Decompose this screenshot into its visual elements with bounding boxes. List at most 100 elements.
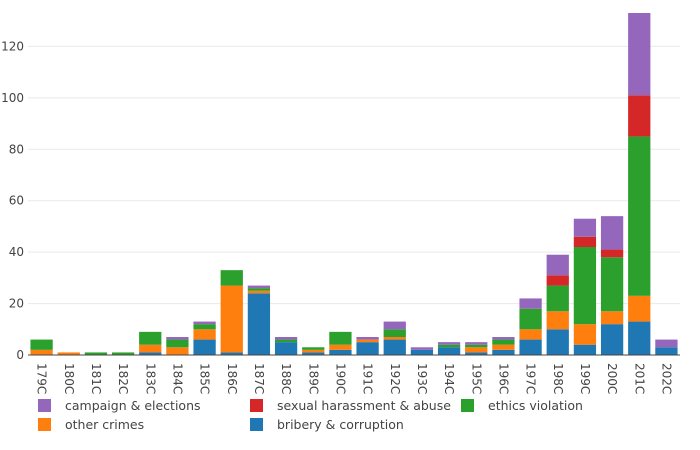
legend-item-sexual-harassment[interactable]: sexual harassment & abuse [250,398,451,413]
bar-segment-sexual-harassment-abuse [600,249,624,258]
y-tick-label: 120 [1,39,24,53]
bar-segment-campaign-elections [655,339,678,348]
x-tick-label: 197C [524,363,538,394]
bar-segment-ethics-violation [383,329,406,337]
x-tick-label: 194C [442,363,456,394]
x-tick-label: 201C [632,363,646,394]
bar-segment-bribery-corruption [655,347,678,355]
x-tick-label: 188C [279,363,293,394]
bar-segment-campaign-elections [356,337,379,340]
bar-segment-ethics-violation [546,285,569,312]
bar-segment-other-crimes [546,311,569,330]
bar-segment-campaign-elections [546,254,569,276]
x-tick-label: 183C [143,363,157,394]
legend-item-ethics[interactable]: ethics violation [461,398,583,413]
x-tick-label: 189C [306,363,320,394]
bar-segment-bribery-corruption [546,329,569,355]
x-tick-label: 191C [361,363,375,394]
bar-segment-bribery-corruption [247,293,271,355]
bar-segment-ethics-violation [519,308,542,330]
y-tick-label: 100 [1,91,24,105]
bar-segment-bribery-corruption [329,349,352,355]
bar-segment-other-crimes [573,324,597,345]
bar-segment-campaign-elections [519,298,542,309]
legend-label: sexual harassment & abuse [277,398,451,413]
x-tick-label: 196C [496,363,510,394]
bar-segment-campaign-elections [600,216,624,250]
bar-segment-other-crimes [139,344,162,353]
x-tick-label: 200C [605,363,619,394]
bar-segment-bribery-corruption [410,349,434,355]
bar-segment-ethics-violation [492,339,515,345]
bar-segment-other-crimes [247,290,271,294]
bar-segment-bribery-corruption [193,339,216,355]
x-tick-label: 199C [578,363,592,394]
x-tick-label: 185C [198,363,212,394]
x-tick-label: 179C [35,363,49,394]
bar-segment-campaign-elections [247,285,271,289]
legend-item-campaign[interactable]: campaign & elections [38,398,201,413]
bar-segment-ethics-violation [302,347,325,350]
legend-label: ethics violation [488,398,583,413]
bar-segment-ethics-violation [220,270,243,286]
x-tick-label: 184C [170,363,184,394]
bar-segment-ethics-violation [166,339,189,348]
bar-segment-campaign-elections [274,337,298,340]
bar-segment-campaign-elections [383,321,406,330]
bar-segment-campaign-elections [166,337,189,340]
bar-segment-other-crimes [166,347,189,355]
legend-swatch [250,399,263,412]
bar-segment-ethics-violation [628,136,651,296]
bar-segment-sexual-harassment-abuse [546,275,569,286]
y-tick-label: 0 [16,348,24,362]
bar-segment-bribery-corruption [139,352,162,355]
bar-segment-other-crimes [30,349,53,355]
x-tick-label: 195C [469,363,483,394]
bar-segment-other-crimes [628,295,651,322]
x-tick-label: 182C [116,363,130,394]
bar-segment-bribery-corruption [573,344,597,355]
bar-segment-bribery-corruption [437,347,461,355]
legend-swatch [461,399,474,412]
bar-segment-campaign-elections [628,13,651,96]
x-tick-label: 190C [333,363,347,394]
bar-segment-ethics-violation [30,339,53,350]
bar-segment-bribery-corruption [274,342,298,355]
bar-segment-ethics-violation [600,257,624,312]
x-tick-label: 192C [388,363,402,394]
bar-segment-other-crimes [492,344,515,350]
bar-segment-bribery-corruption [356,342,379,355]
legend-item-other-crimes[interactable]: other crimes [38,417,144,432]
y-tick-label: 80 [9,142,24,156]
bar-segment-bribery-corruption [600,324,624,355]
x-tick-label: 181C [89,363,103,394]
bar-segment-other-crimes [329,344,352,350]
legend-swatch [250,418,263,431]
legend-item-bribery[interactable]: bribery & corruption [250,417,404,432]
bar-segment-ethics-violation [247,288,271,291]
x-tick-label: 193C [415,363,429,394]
bar-segment-ethics-violation [465,344,488,348]
bar-segment-other-crimes [465,347,488,353]
x-tick-label: 198C [551,363,565,394]
bar-segment-ethics-violation [84,352,108,355]
y-tick-label: 40 [9,245,24,259]
bar-segment-bribery-corruption [628,321,651,355]
bar-segment-bribery-corruption [519,339,542,355]
x-tick-label: 187C [252,363,266,394]
bar-segment-other-crimes [383,337,406,340]
bar-segment-ethics-violation [111,352,135,355]
bar-segment-other-crimes [519,329,542,340]
bar-segment-campaign-elections [492,337,515,340]
bar-segment-other-crimes [356,339,379,343]
bar-segment-ethics-violation [329,331,352,345]
bar-segment-ethics-violation [573,247,597,325]
x-tick-label: 180C [62,363,76,394]
bar-segment-bribery-corruption [302,352,325,355]
bar-segment-ethics-violation [193,324,216,330]
legend-label: bribery & corruption [277,417,404,432]
legend-swatch [38,418,51,431]
bar-segment-bribery-corruption [220,352,243,355]
bar-segment-campaign-elections [437,342,461,345]
